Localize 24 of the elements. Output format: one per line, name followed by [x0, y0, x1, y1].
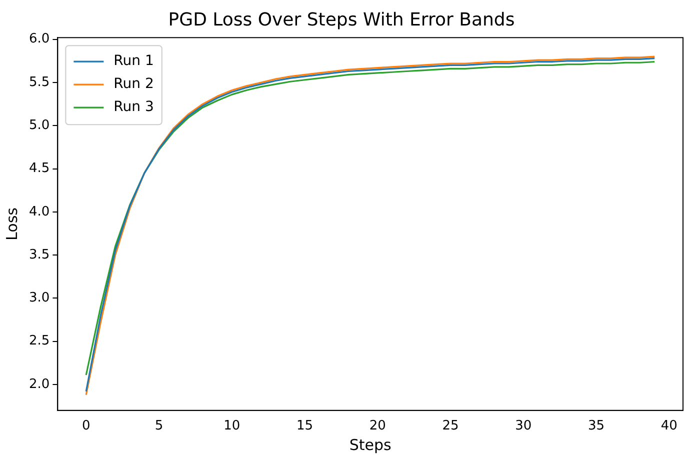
- y-tick-label: 5.0: [28, 118, 50, 133]
- legend-label: Run 3: [114, 99, 154, 116]
- legend-label: Run 2: [114, 76, 154, 92]
- x-tick-label: 25: [442, 418, 459, 434]
- y-tick-label: 2.0: [28, 376, 50, 392]
- x-tick-label: 5: [154, 418, 164, 434]
- x-axis-title: Steps: [349, 436, 392, 454]
- y-tick-label: 3.5: [28, 247, 50, 262]
- y-tick-label: 6.0: [28, 32, 50, 47]
- x-tick-label: 10: [224, 418, 240, 434]
- x-tick-label: 35: [588, 418, 605, 434]
- y-tick-label: 5.5: [28, 74, 50, 90]
- x-tick-label: 30: [515, 418, 532, 434]
- x-tick-label: 15: [296, 418, 314, 434]
- y-tick-label: 3.0: [28, 290, 50, 306]
- y-tick-label: 4.5: [28, 161, 50, 176]
- legend-label: Run 1: [114, 53, 154, 70]
- y-axis-title: Loss: [2, 207, 21, 240]
- x-tick-label: 0: [82, 418, 90, 434]
- x-tick-label: 40: [660, 418, 678, 434]
- x-tick-label: 20: [369, 418, 386, 434]
- y-tick-label: 2.5: [28, 334, 50, 349]
- y-tick-label: 4.0: [28, 204, 50, 220]
- chart-title: PGD Loss Over Steps With Error Bands: [168, 9, 515, 30]
